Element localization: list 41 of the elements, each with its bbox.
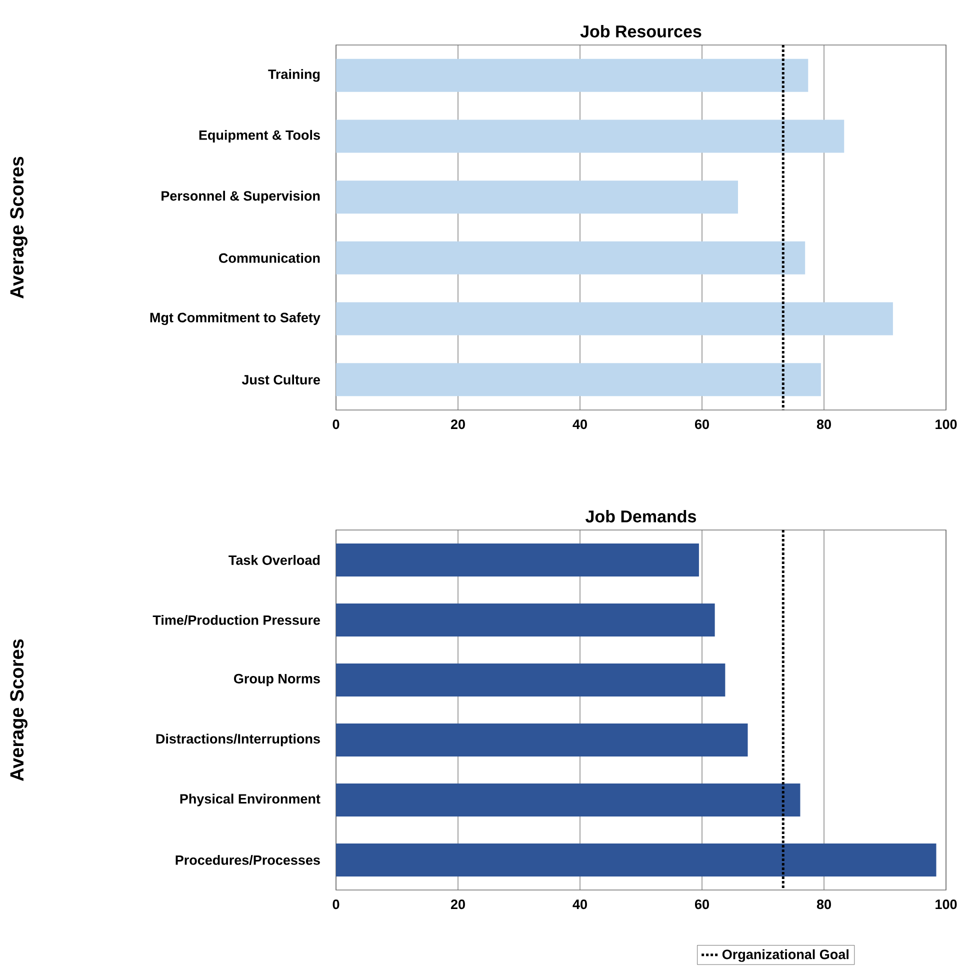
- x-tick-label: 40: [572, 420, 587, 430]
- y-tick-label: Task Overload: [228, 555, 320, 565]
- x-tick-label: 60: [695, 420, 709, 430]
- x-tick-label: 0: [332, 420, 340, 430]
- chart-title: Job Resources: [580, 24, 702, 38]
- bar: [336, 664, 726, 697]
- y-tick-label: Physical Environment: [180, 794, 320, 806]
- y-tick-label: Time/Production Pressure: [152, 614, 320, 626]
- y-tick-label: Distractions/Interruptions: [156, 734, 320, 746]
- x-tick-label: 100: [936, 900, 957, 910]
- x-tick-label: 20: [450, 900, 465, 910]
- bar: [336, 784, 800, 817]
- y-tick-label: Communication: [219, 252, 320, 263]
- y-tick-label: Mgt Commitment to Safety: [150, 312, 320, 326]
- bar: [336, 58, 808, 92]
- y-tick-label: Group Norms: [234, 674, 320, 686]
- bar: [336, 120, 844, 153]
- bar: [336, 604, 715, 636]
- y-tick-label: Personnel & Supervision: [162, 190, 320, 204]
- y-axis-title: Average Scores: [10, 156, 28, 298]
- x-tick-label: 100: [936, 420, 957, 430]
- x-tick-label: 0: [332, 900, 340, 910]
- x-tick-label: 80: [816, 420, 831, 430]
- y-tick-label: Just Culture: [242, 374, 320, 385]
- x-tick-label: 80: [816, 900, 831, 910]
- bar: [336, 363, 821, 396]
- y-tick-label: Equipment & Tools: [199, 130, 320, 143]
- y-tick-label: Procedures/Processes: [176, 854, 320, 866]
- bar: [336, 844, 936, 877]
- y-tick-label: Training: [268, 69, 320, 82]
- y-axis-title: Average Scores: [10, 639, 28, 781]
- x-tick-label: 40: [572, 900, 587, 910]
- bar: [336, 180, 738, 214]
- ref-line-label: Organizational Goal: [722, 949, 848, 962]
- bar: [336, 241, 806, 274]
- bar: [336, 544, 699, 577]
- x-tick-label: 60: [695, 900, 709, 910]
- x-tick-label: 20: [450, 420, 465, 430]
- bar: [336, 302, 893, 336]
- bar: [336, 724, 748, 756]
- chart-title: Job Demands: [586, 510, 696, 522]
